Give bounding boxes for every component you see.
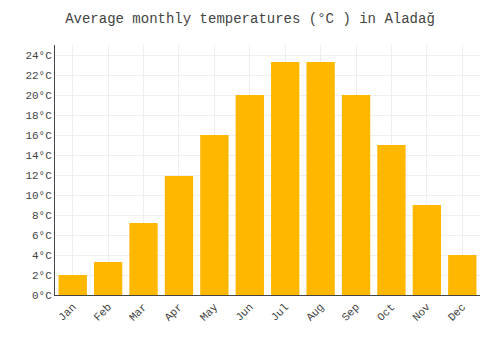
svg-text:8°C: 8°C [32, 210, 52, 222]
svg-text:16°C: 16°C [25, 130, 52, 142]
svg-text:Jun: Jun [233, 301, 255, 323]
svg-text:Oct: Oct [375, 301, 397, 323]
svg-text:22°C: 22°C [25, 70, 52, 82]
svg-text:Aug: Aug [304, 301, 326, 323]
svg-text:Jan: Jan [56, 301, 78, 323]
svg-text:Sep: Sep [340, 301, 362, 323]
svg-text:Jul: Jul [269, 301, 291, 323]
svg-text:May: May [198, 301, 221, 324]
svg-text:Mar: Mar [127, 301, 149, 323]
svg-text:Average monthly temperatures (: Average monthly temperatures (°C ) in Al… [65, 11, 435, 27]
svg-text:24°C: 24°C [25, 50, 52, 62]
svg-text:4°C: 4°C [32, 250, 52, 262]
svg-text:2°C: 2°C [32, 270, 52, 282]
svg-text:Apr: Apr [162, 301, 184, 323]
svg-text:Nov: Nov [410, 301, 433, 324]
svg-text:Dec: Dec [446, 301, 468, 323]
svg-text:18°C: 18°C [25, 110, 52, 122]
svg-text:0°C: 0°C [32, 290, 52, 302]
svg-text:6°C: 6°C [32, 230, 52, 242]
svg-text:20°C: 20°C [25, 90, 52, 102]
svg-text:14°C: 14°C [25, 150, 52, 162]
svg-text:Feb: Feb [92, 301, 114, 323]
svg-text:10°C: 10°C [25, 190, 52, 202]
svg-text:12°C: 12°C [25, 170, 52, 182]
